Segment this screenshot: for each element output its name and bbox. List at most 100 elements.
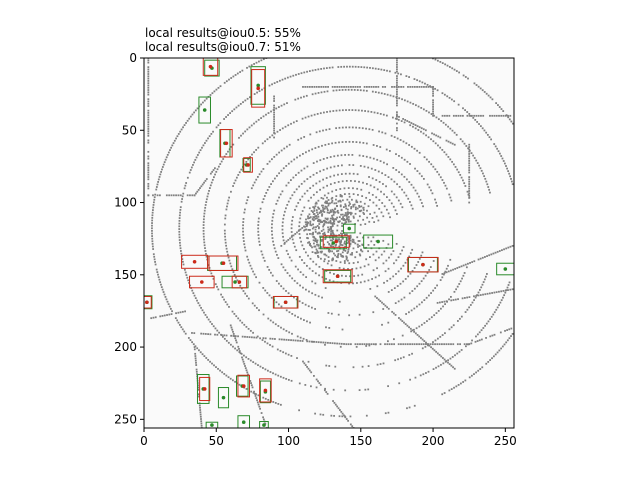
- cloud-point: [345, 126, 347, 129]
- cloud-point: [179, 194, 182, 197]
- cloud-point: [344, 204, 347, 207]
- cloud-point: [334, 208, 336, 211]
- cloud-point: [405, 75, 408, 77]
- cloud-point: [500, 299, 503, 302]
- cloud-point: [198, 304, 201, 307]
- cloud-point: [303, 167, 306, 170]
- cloud-point: [283, 338, 286, 341]
- cloud-point: [422, 177, 425, 180]
- cloud-point: [322, 186, 325, 189]
- prediction-box: [231, 275, 248, 289]
- cloud-point: [239, 284, 242, 287]
- cloud-point: [373, 221, 376, 223]
- cloud-point: [369, 156, 372, 159]
- cloud-point: [252, 270, 254, 273]
- cloud-point: [192, 292, 195, 295]
- cloud-point: [186, 194, 189, 197]
- cloud-point: [457, 103, 460, 106]
- cloud-point: [351, 65, 354, 68]
- cloud-point: [450, 364, 453, 367]
- cloud-point: [202, 332, 205, 335]
- cloud-point: [266, 138, 269, 141]
- cloud-point: [224, 235, 226, 238]
- cloud-point: [317, 68, 320, 71]
- cloud-point: [367, 166, 370, 169]
- cloud-point: [473, 82, 476, 85]
- cloud-point: [436, 284, 438, 287]
- cloud-point: [447, 343, 450, 346]
- cloud-point: [381, 131, 384, 134]
- cloud-point: [491, 357, 493, 360]
- cloud-point: [322, 204, 324, 207]
- cloud-point: [204, 179, 207, 182]
- cloud-point: [199, 413, 202, 416]
- cloud-point: [274, 373, 277, 376]
- cloud-point: [452, 163, 455, 166]
- cloud-point: [315, 172, 318, 174]
- cloud-point: [331, 86, 334, 88]
- cloud-point: [454, 267, 457, 270]
- cloud-point: [351, 126, 354, 129]
- cloud-point: [323, 389, 326, 392]
- cloud-point: [433, 114, 435, 117]
- cloud-point: [453, 131, 456, 134]
- cloud-point: [484, 324, 486, 327]
- cloud-point: [327, 143, 330, 145]
- cloud-point: [168, 305, 171, 308]
- cloud-point: [478, 289, 481, 291]
- cloud-point: [391, 86, 393, 88]
- cloud-point: [331, 342, 334, 345]
- cloud-point: [319, 112, 322, 115]
- cloud-point: [492, 313, 495, 316]
- prediction-center: [421, 262, 425, 267]
- cloud-point: [318, 274, 320, 277]
- prediction-box: [243, 157, 253, 173]
- cloud-point: [257, 227, 260, 230]
- cloud-point: [323, 260, 326, 263]
- cloud-point: [330, 232, 332, 235]
- cloud-point: [324, 238, 327, 240]
- cloud-point: [464, 76, 467, 78]
- cloud-point: [393, 136, 396, 138]
- cloud-point: [255, 307, 258, 309]
- cloud-point: [477, 114, 480, 117]
- cloud-point: [169, 307, 172, 310]
- cloud-point: [338, 220, 341, 223]
- cloud-point: [244, 335, 246, 338]
- cloud-point: [322, 228, 325, 231]
- cloud-point: [309, 321, 311, 324]
- y-tick-label: 100: [114, 196, 137, 210]
- cloud-point: [473, 157, 476, 159]
- cloud-point: [273, 118, 275, 121]
- cloud-point: [470, 374, 473, 377]
- cloud-point: [276, 253, 278, 256]
- cloud-point: [231, 328, 234, 331]
- cloud-point: [379, 160, 382, 163]
- cloud-point: [448, 328, 451, 331]
- cloud-point: [503, 294, 506, 297]
- cloud-point: [272, 213, 275, 215]
- cloud-point: [409, 101, 412, 104]
- cloud-point: [341, 233, 343, 235]
- prediction-box: [144, 295, 152, 309]
- cloud-point: [321, 221, 324, 224]
- cloud-point: [306, 165, 309, 168]
- cloud-point: [321, 250, 323, 253]
- cloud-point: [499, 331, 502, 334]
- cloud-point: [377, 219, 380, 222]
- cloud-point: [402, 343, 405, 346]
- cloud-point: [488, 188, 491, 191]
- cloud-point: [170, 194, 173, 197]
- cloud-point: [458, 350, 461, 353]
- cloud-point: [452, 324, 455, 327]
- cloud-point: [434, 87, 436, 90]
- cloud-point: [432, 341, 434, 343]
- cloud-point: [304, 86, 307, 88]
- cloud-point: [364, 223, 367, 226]
- cloud-point: [300, 96, 302, 99]
- cloud-point: [158, 176, 161, 178]
- cloud-point: [235, 106, 238, 109]
- cloud-point: [462, 274, 465, 277]
- cloud-point: [292, 339, 295, 342]
- cloud-point: [420, 202, 423, 204]
